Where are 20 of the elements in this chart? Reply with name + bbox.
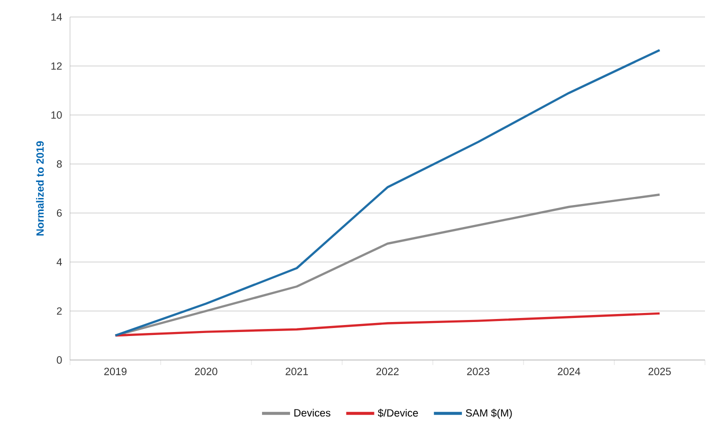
y-tick-label: 12 [51, 62, 62, 70]
x-tick-label: 2024 [558, 368, 580, 376]
y-tick-label: 4 [56, 258, 62, 266]
x-tick-label: 2021 [286, 368, 308, 376]
x-tick-label: 2022 [376, 368, 399, 376]
x-tick-label: 2025 [648, 368, 671, 376]
x-tick-label: 2020 [194, 368, 218, 376]
line-series [114, 48, 661, 337]
legend-label: Devices [294, 408, 330, 417]
x-tick-label: 2023 [467, 368, 490, 376]
x-tick-label: 2019 [104, 368, 126, 376]
y-tick-label: 2 [56, 307, 62, 315]
legend-label: SAM $(M) [466, 408, 512, 419]
y-tick-label: 6 [56, 209, 62, 217]
y-tick-label: 10 [51, 111, 62, 119]
y-axis-title: Normalized to 2019 [36, 141, 44, 236]
y-tick-label: 14 [51, 13, 62, 21]
legend-label: $/Device [378, 408, 418, 418]
y-tick-label: 8 [56, 160, 62, 168]
y-tick-label: 0 [56, 356, 62, 364]
